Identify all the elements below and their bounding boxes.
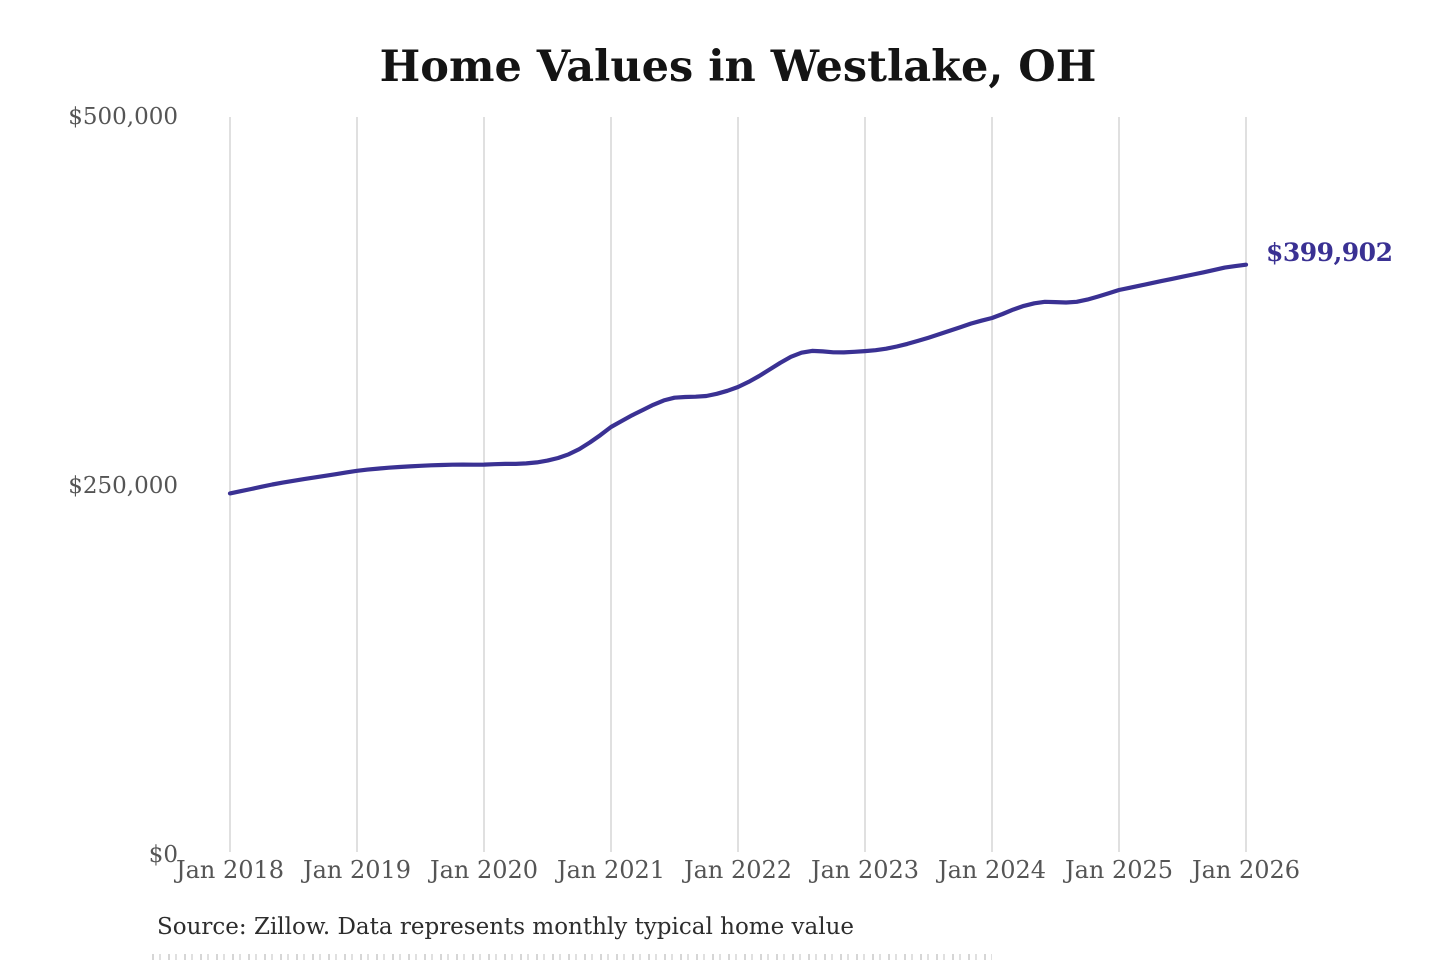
y-axis-tick-label: $0	[148, 842, 178, 868]
x-axis-tick-label: Jan 2019	[302, 856, 412, 884]
x-axis-tick-label: Jan 2026	[1191, 856, 1301, 884]
clipped-text-line	[152, 954, 992, 960]
y-axis-tick-label: $250,000	[68, 473, 178, 499]
x-axis-tick-label: Jan 2018	[175, 856, 285, 884]
x-axis-tick-label: Jan 2023	[810, 856, 920, 884]
x-axis-tick-label: Jan 2020	[429, 856, 539, 884]
home-value-series-line	[227, 262, 1249, 496]
x-axis-tick-label: Jan 2025	[1064, 856, 1174, 884]
x-axis-tick-label: Jan 2022	[683, 856, 793, 884]
latest-value-label: $399,902	[1266, 238, 1393, 267]
source-note: Source: Zillow. Data represents monthly …	[157, 914, 855, 940]
chart-title: Home Values in Westlake, OH	[379, 42, 1097, 92]
x-axis-tick-label: Jan 2021	[556, 856, 666, 884]
x-axis-tick-label: Jan 2024	[937, 856, 1047, 884]
y-axis-tick-label: $500,000	[68, 104, 178, 130]
